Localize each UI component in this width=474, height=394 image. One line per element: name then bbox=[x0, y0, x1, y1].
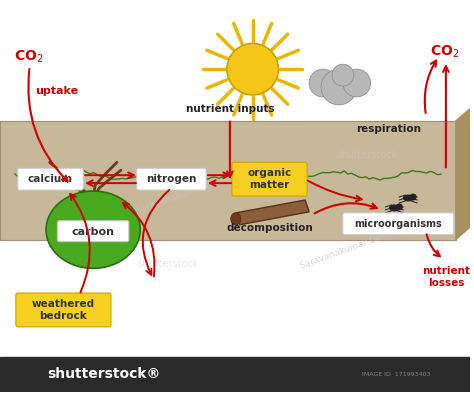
Text: calcium: calcium bbox=[28, 174, 73, 184]
Text: uptake: uptake bbox=[35, 86, 78, 96]
Ellipse shape bbox=[403, 195, 414, 201]
FancyBboxPatch shape bbox=[57, 221, 129, 242]
Circle shape bbox=[227, 43, 278, 95]
Ellipse shape bbox=[389, 204, 400, 211]
FancyBboxPatch shape bbox=[16, 293, 111, 327]
FancyBboxPatch shape bbox=[343, 213, 454, 235]
Ellipse shape bbox=[46, 191, 140, 268]
Text: Saravanakumar Dev...: Saravanakumar Dev... bbox=[298, 228, 395, 271]
Text: Saravanakumar Dev...: Saravanakumar Dev... bbox=[135, 174, 232, 216]
Circle shape bbox=[396, 203, 403, 210]
Circle shape bbox=[321, 69, 357, 105]
Text: shutterstock: shutterstock bbox=[336, 151, 397, 160]
Text: shutterstock: shutterstock bbox=[138, 259, 199, 269]
Circle shape bbox=[410, 193, 417, 201]
Circle shape bbox=[309, 69, 337, 97]
Text: respiration: respiration bbox=[356, 124, 421, 134]
Text: IMAGE ID  171993403: IMAGE ID 171993403 bbox=[362, 372, 430, 377]
Text: weathered
bedrock: weathered bedrock bbox=[32, 299, 95, 321]
Text: nutrient inputs: nutrient inputs bbox=[185, 104, 274, 114]
Text: organic
matter: organic matter bbox=[247, 168, 292, 190]
Polygon shape bbox=[0, 121, 456, 240]
Polygon shape bbox=[236, 200, 309, 225]
Text: nitrogen: nitrogen bbox=[146, 174, 197, 184]
Text: CO$_2$: CO$_2$ bbox=[14, 49, 43, 65]
Ellipse shape bbox=[231, 213, 241, 225]
Bar bbox=[84, 200, 102, 240]
Text: microorganisms: microorganisms bbox=[355, 219, 442, 229]
Bar bbox=[0, 357, 470, 392]
Text: nutrient
losses: nutrient losses bbox=[422, 266, 470, 288]
Text: carbon: carbon bbox=[72, 227, 115, 237]
Polygon shape bbox=[456, 109, 470, 240]
FancyBboxPatch shape bbox=[18, 168, 83, 190]
FancyBboxPatch shape bbox=[137, 168, 206, 190]
Circle shape bbox=[332, 64, 354, 86]
Circle shape bbox=[343, 69, 371, 97]
Text: decomposition: decomposition bbox=[226, 223, 313, 233]
FancyBboxPatch shape bbox=[232, 162, 307, 196]
Polygon shape bbox=[0, 175, 456, 240]
Text: shutterstock®: shutterstock® bbox=[47, 367, 161, 381]
Text: CO$_2$: CO$_2$ bbox=[430, 43, 459, 59]
